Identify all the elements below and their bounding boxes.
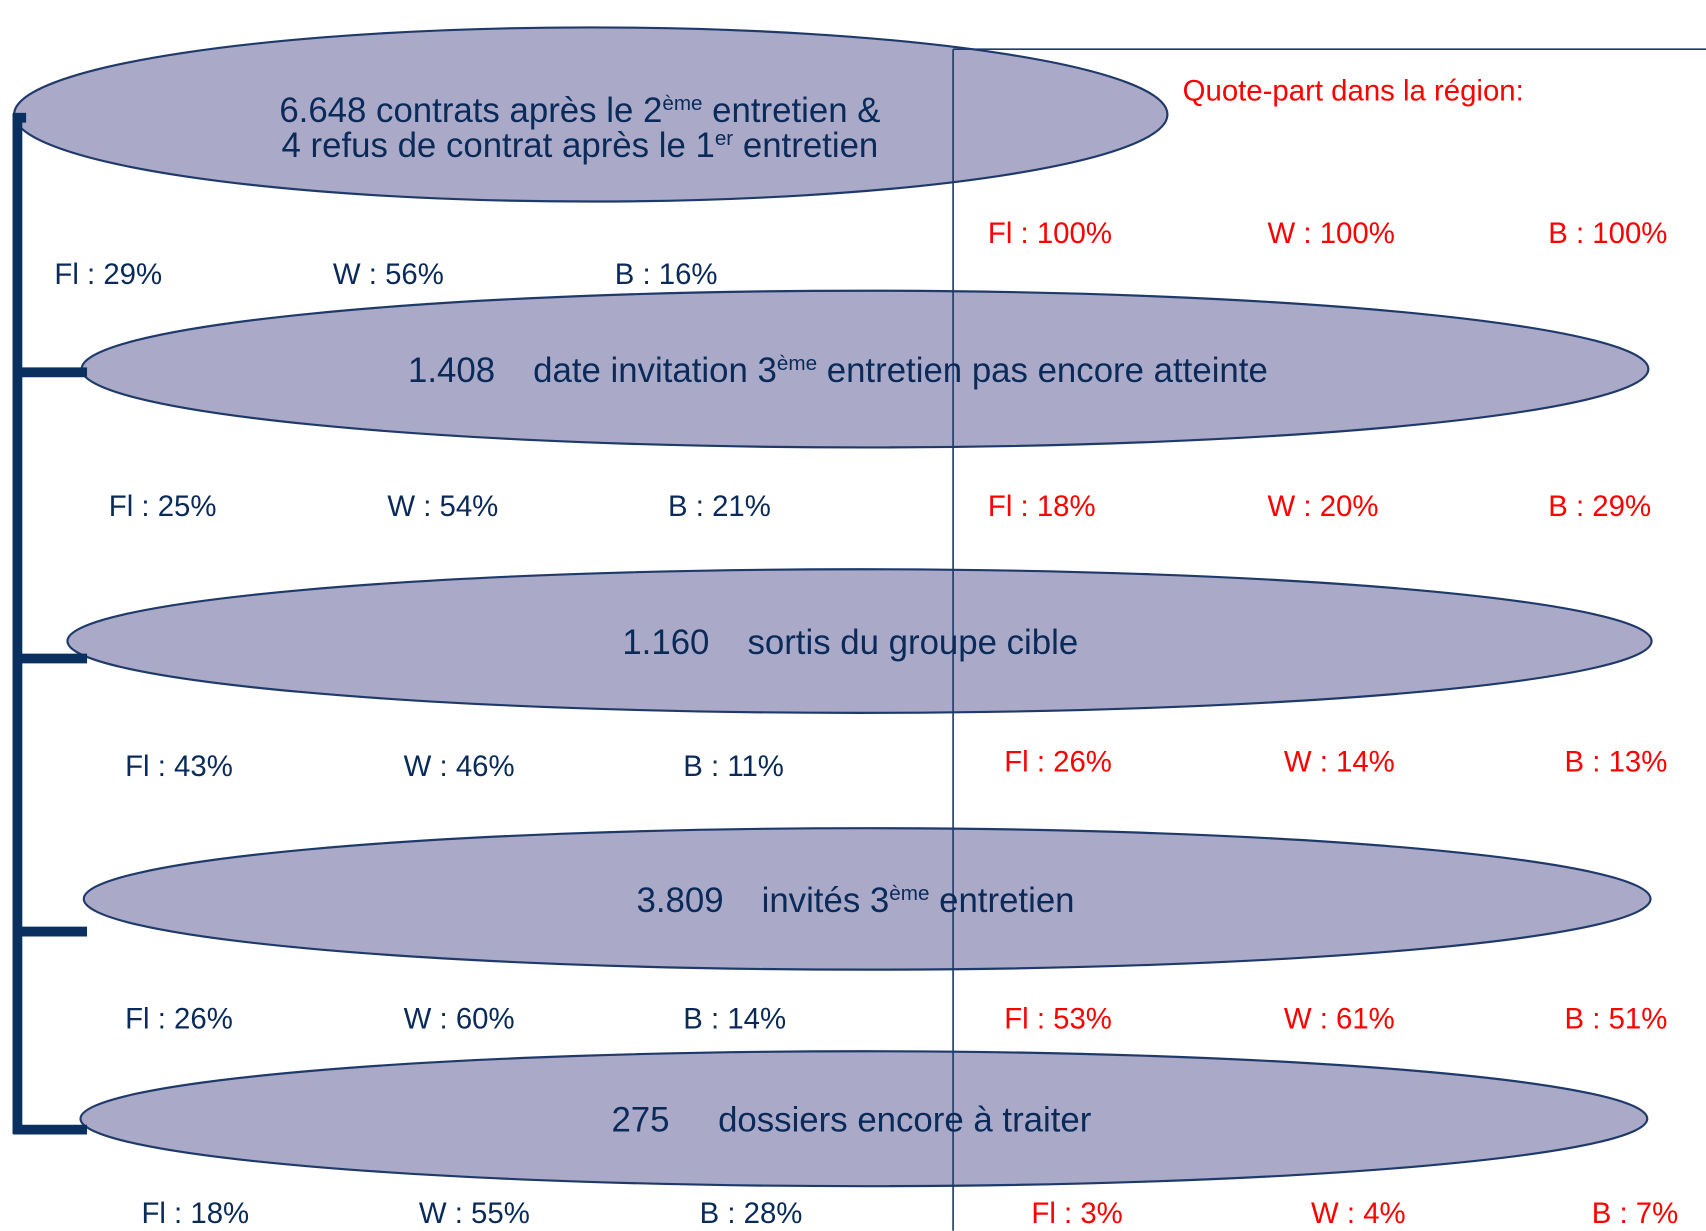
region-share-label: B : 51% <box>1565 1002 1668 1035</box>
region-share-label: Fl : 100% <box>988 217 1112 250</box>
node-count: 275 <box>611 1101 669 1140</box>
superscript: er <box>715 127 733 150</box>
region-share-label: W : 61% <box>1284 1002 1395 1035</box>
text-part: date invitation 3 <box>533 351 777 390</box>
region-title: Quote-part dans la région: <box>1183 74 1524 107</box>
text-part: entretien & <box>703 91 881 130</box>
ellipses <box>13 26 1653 1188</box>
share-label: W : 54% <box>387 490 498 523</box>
node-count: 1.408 <box>408 351 495 390</box>
node-ellipse <box>82 827 1652 971</box>
text-part: 6.648 contrats après le 2 <box>279 91 662 130</box>
text-part: dossiers encore à traiter <box>718 1101 1092 1140</box>
region-share-label: B : 100% <box>1548 217 1667 250</box>
text-part: entretien <box>929 881 1074 920</box>
text-part: entretien pas encore atteinte <box>817 351 1268 390</box>
share-label: B : 21% <box>668 490 771 523</box>
share-label: W : 56% <box>333 258 444 291</box>
superscript: ème <box>889 882 929 905</box>
text-part: sortis du groupe cible <box>747 623 1078 662</box>
share-label: Fl : 43% <box>125 750 233 783</box>
share-label: W : 46% <box>404 750 515 783</box>
text-part: 4 refus de contrat après le 1 <box>282 126 715 165</box>
region-share-label: W : 100% <box>1268 217 1395 250</box>
region-share-label: B : 7% <box>1592 1197 1679 1230</box>
region-share-label: B : 29% <box>1548 490 1651 523</box>
share-label: Fl : 18% <box>141 1197 249 1230</box>
node-count: 3.809 <box>636 881 723 920</box>
node-label: date invitation 3ème entretien pas encor… <box>533 351 1268 390</box>
region-share-label: B : 13% <box>1565 746 1668 779</box>
node-label: sortis du groupe cible <box>747 623 1078 662</box>
share-label: Fl : 26% <box>125 1002 233 1035</box>
text-part: entretien <box>733 126 878 165</box>
superscript: ème <box>662 92 702 115</box>
share-label: W : 55% <box>419 1197 530 1230</box>
region-share-label: W : 14% <box>1284 746 1395 779</box>
superscript: ème <box>777 352 817 375</box>
node-count: 1.160 <box>622 623 709 662</box>
share-label: B : 14% <box>683 1002 786 1035</box>
node-ellipse <box>66 568 1653 714</box>
region-share-label: Fl : 3% <box>1031 1197 1122 1230</box>
share-label: W : 60% <box>404 1002 515 1035</box>
node-label: invités 3ème entretien <box>762 881 1075 920</box>
text-part: invités 3 <box>762 881 890 920</box>
region-share-label: Fl : 26% <box>1004 746 1112 779</box>
share-label: B : 11% <box>683 750 784 783</box>
share-label: Fl : 29% <box>54 258 162 291</box>
node-label: dossiers encore à traiter <box>718 1101 1092 1140</box>
share-label: B : 16% <box>615 258 718 291</box>
region-share-label: Fl : 18% <box>988 490 1096 523</box>
region-frame <box>952 48 1706 1231</box>
bracket <box>12 112 88 1135</box>
region-share-label: Fl : 53% <box>1004 1002 1112 1035</box>
node-text: 4 refus de contrat après le 1er entretie… <box>282 126 879 165</box>
region-share-label: W : 20% <box>1268 490 1379 523</box>
share-label: Fl : 25% <box>109 490 217 523</box>
node-text: 6.648 contrats après le 2ème entretien & <box>279 91 880 130</box>
share-label: B : 28% <box>700 1197 803 1230</box>
region-share-label: W : 4% <box>1311 1197 1406 1230</box>
node-ellipse <box>79 1050 1649 1188</box>
